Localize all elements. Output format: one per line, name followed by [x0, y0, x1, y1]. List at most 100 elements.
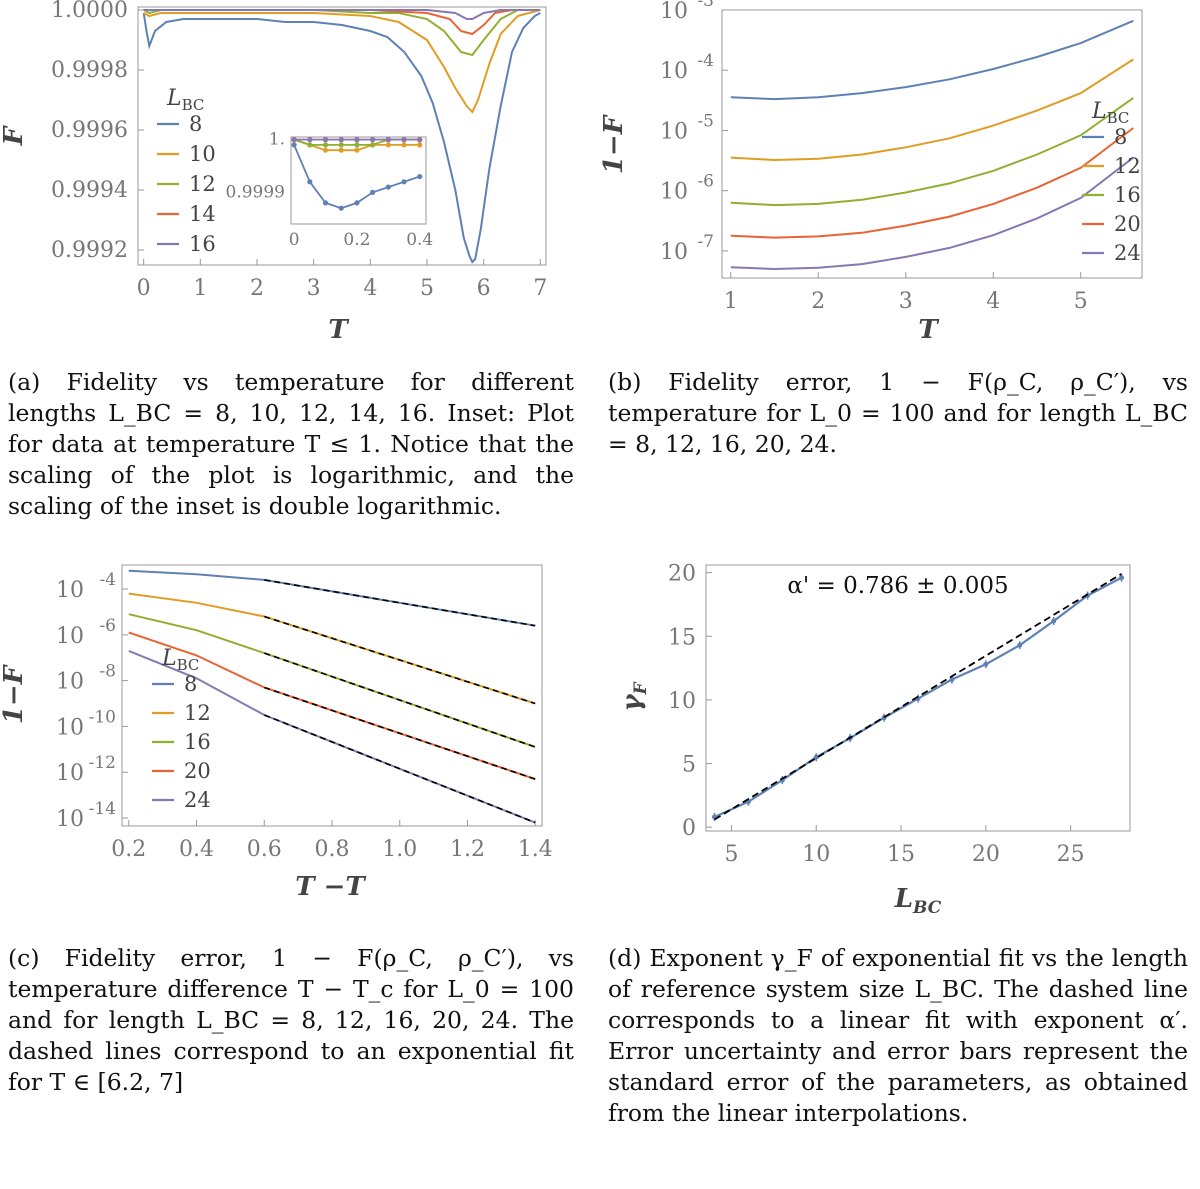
- inset-point: [338, 142, 344, 148]
- legend-b-entry: 20: [1114, 212, 1141, 236]
- x-axis-label: T: [328, 315, 349, 340]
- y-tick-label: 10: [660, 0, 688, 24]
- y-tick-exponent: -8: [99, 662, 116, 682]
- y-tick-label: 10: [56, 670, 84, 695]
- y-axis-label: 1−F: [0, 664, 29, 724]
- y-tick-label: 10: [668, 689, 696, 714]
- chart-d: 5 10 15 20 25 0 5 10 15 20 LBC γF α' = 0.786 ± 0.005: [617, 562, 1131, 918]
- y-tick-label: 5: [682, 753, 696, 778]
- inset-point: [370, 142, 376, 148]
- legend-a-entry: 8: [189, 112, 202, 136]
- y-tick-label: 10: [56, 578, 84, 603]
- fit-line: [264, 686, 536, 780]
- legend-b-title-sub: BC: [1107, 109, 1130, 127]
- caption-d: (d) Exponent γ_F of exponential fit vs t…: [608, 944, 1188, 1127]
- x-axis-label: T: [918, 315, 939, 340]
- inset-point: [291, 137, 297, 143]
- legend-a-entry: 12: [189, 172, 216, 196]
- x-tick-label: 0.4: [179, 837, 214, 862]
- inset-point: [354, 147, 360, 153]
- legend-b-title: LBC: [1091, 99, 1129, 127]
- x-tick-label: 0.8: [315, 837, 350, 862]
- inset-point: [354, 137, 360, 143]
- x-tick-label: 15: [887, 842, 915, 867]
- inset-x-tick-label: 0: [289, 230, 300, 250]
- series-line-20: [730, 127, 1134, 239]
- y-axis-label: F: [0, 125, 29, 146]
- x-tick-label: 3: [899, 289, 913, 314]
- inset-point: [401, 179, 407, 185]
- legend-a-title-sub: BC: [182, 96, 205, 114]
- x-tick-label: 1: [724, 289, 738, 314]
- x-tick-label: 4: [363, 276, 377, 301]
- inset-point: [385, 142, 391, 148]
- inset-point: [307, 137, 313, 143]
- y-tick-exponent: -6: [697, 172, 714, 192]
- y-tick-label: 10: [660, 180, 688, 205]
- inset-point: [307, 142, 313, 148]
- x-tick-label: 4: [986, 289, 1000, 314]
- legend-c-entry: 8: [184, 672, 197, 696]
- y-tick-exponent: -5: [697, 111, 714, 131]
- legend-c-entry: 20: [184, 759, 211, 783]
- y-tick-exponent: -4: [99, 570, 116, 590]
- y-tick-label: 0.9998: [51, 58, 128, 83]
- inset-point: [385, 184, 391, 190]
- series-line-24: [730, 156, 1134, 271]
- inset-point: [338, 137, 344, 143]
- x-tick-label: 2: [811, 289, 825, 314]
- x-tick-label: 5: [724, 842, 738, 867]
- inset-point: [401, 142, 407, 148]
- y-tick-exponent: -6: [99, 616, 116, 636]
- legend-a-entry: 10: [189, 142, 216, 166]
- y-tick-label: 10: [56, 761, 84, 786]
- data-point: [1017, 642, 1023, 648]
- data-point: [1051, 618, 1057, 624]
- x-tick-label: 1.4: [518, 837, 553, 862]
- fit-annotation: α' = 0.786 ± 0.005: [787, 573, 1008, 599]
- chart-a-frame: [137, 6, 547, 266]
- inset-point: [338, 205, 344, 211]
- inset-point: [322, 200, 329, 206]
- inset-point: [354, 200, 360, 206]
- y-tick-label: 10: [660, 240, 688, 265]
- data-point: [983, 661, 989, 667]
- inset-point: [322, 137, 329, 143]
- x-tick-label: 2: [250, 276, 264, 301]
- x-tick-label: 10: [802, 842, 830, 867]
- legend-a-title: LBC: [166, 86, 204, 114]
- chart-d-frame: [705, 564, 1131, 832]
- x-tick-label: 0: [137, 276, 151, 301]
- x-tick-label: 7: [533, 276, 547, 301]
- inset-point: [417, 142, 423, 148]
- y-tick-label: 0: [682, 816, 696, 841]
- x-axis-label: T −T: [295, 872, 366, 902]
- y-tick-label: 10: [660, 119, 688, 144]
- caption-c: (c) Fidelity error, 1 − F(ρ_C, ρ_C′), vs…: [8, 944, 574, 1096]
- x-tick-label: 5: [1074, 289, 1088, 314]
- legend-a-entry: 16: [189, 232, 216, 256]
- inset-y-tick-label: 1.: [269, 130, 285, 150]
- fit-line: [264, 652, 536, 748]
- data-point: [813, 754, 819, 760]
- fit-line: [714, 573, 1122, 821]
- inset-point: [322, 142, 329, 148]
- legend-b-entry: 8: [1114, 125, 1127, 149]
- fit-line: [264, 579, 536, 627]
- x-tick-label: 1.0: [382, 837, 417, 862]
- series-line-12: [143, 9, 541, 57]
- inset-x-tick-label: 0.2: [343, 230, 370, 250]
- inset-point: [354, 142, 360, 148]
- chart-c: 0.2 0.4 0.6 0.8 1.0 1.2 1.410-410-610-810-1010…: [0, 564, 553, 902]
- inset-point: [385, 137, 391, 143]
- y-tick-exponent: -12: [89, 753, 116, 773]
- x-tick-label: 1.2: [450, 837, 485, 862]
- x-tick-label: 5: [420, 276, 434, 301]
- y-tick-exponent: -14: [89, 799, 116, 819]
- legend-c-entry: 16: [184, 730, 211, 754]
- caption-b: (b) Fidelity error, 1 − F(ρ_C, ρ_C′), vs…: [608, 368, 1188, 458]
- series-line-8: [128, 569, 536, 627]
- legend-a-entry: 14: [189, 202, 216, 226]
- inset-point: [307, 179, 313, 185]
- x-tick-label: 0.2: [111, 837, 146, 862]
